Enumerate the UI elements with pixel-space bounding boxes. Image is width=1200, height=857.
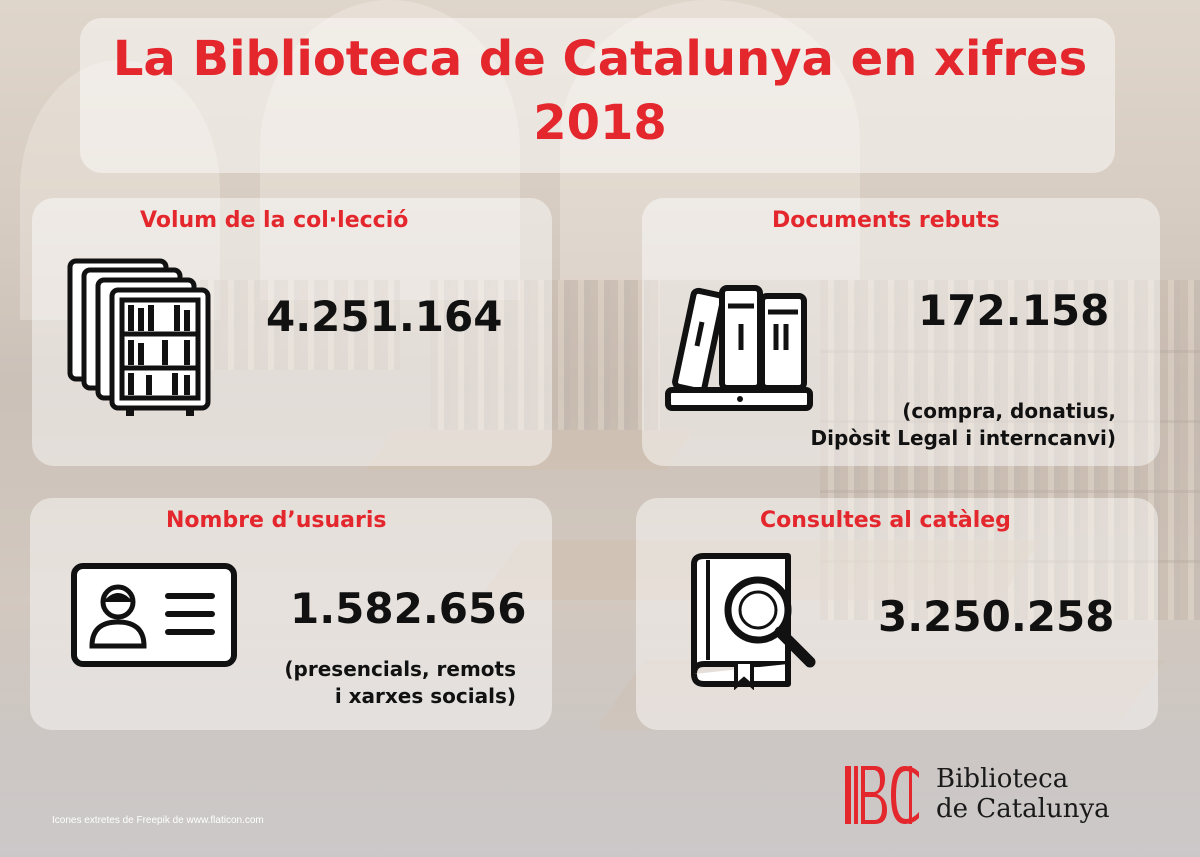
users-heading: Nombre d’usuaris <box>166 508 387 533</box>
documents-note-line1: (compra, donatius, <box>902 399 1116 423</box>
books-icon <box>665 285 813 411</box>
documents-note: (compra, donatius, Dipòsit Legal i inter… <box>811 398 1117 452</box>
documents-value: 172.158 <box>918 286 1110 335</box>
users-note-line1: (presencials, remots <box>284 657 516 681</box>
page-title: La Biblioteca de Catalunya en xifres 201… <box>0 30 1200 152</box>
collection-value: 4.251.164 <box>266 292 503 341</box>
users-note: (presencials, remots i xarxes socials) <box>284 656 516 710</box>
title-panel <box>80 18 1115 173</box>
logo-bc-icon <box>845 766 919 824</box>
users-note-line2: i xarxes socials) <box>334 684 516 708</box>
documents-heading: Documents rebuts <box>772 208 1000 233</box>
catalog-value: 3.250.258 <box>878 592 1115 641</box>
logo-wordmark: Biblioteca de Catalunya <box>936 764 1110 824</box>
logo-line1: Biblioteca <box>936 764 1069 794</box>
book-search-icon <box>691 553 816 690</box>
users-value: 1.582.656 <box>290 584 527 633</box>
logo-line2: de Catalunya <box>936 794 1110 824</box>
icon-credit: Icones extretes de Freepik de www.flatic… <box>52 815 264 826</box>
title-line1: La Biblioteca de Catalunya en xifres <box>112 31 1088 87</box>
bookshelves-icon <box>67 258 211 416</box>
user-card-icon <box>71 563 237 667</box>
documents-note-line2: Dipòsit Legal i interncanvi) <box>810 426 1117 450</box>
title-year: 2018 <box>533 95 667 151</box>
catalog-heading: Consultes al catàleg <box>760 508 1011 533</box>
collection-heading: Volum de la col·lecció <box>140 208 409 233</box>
